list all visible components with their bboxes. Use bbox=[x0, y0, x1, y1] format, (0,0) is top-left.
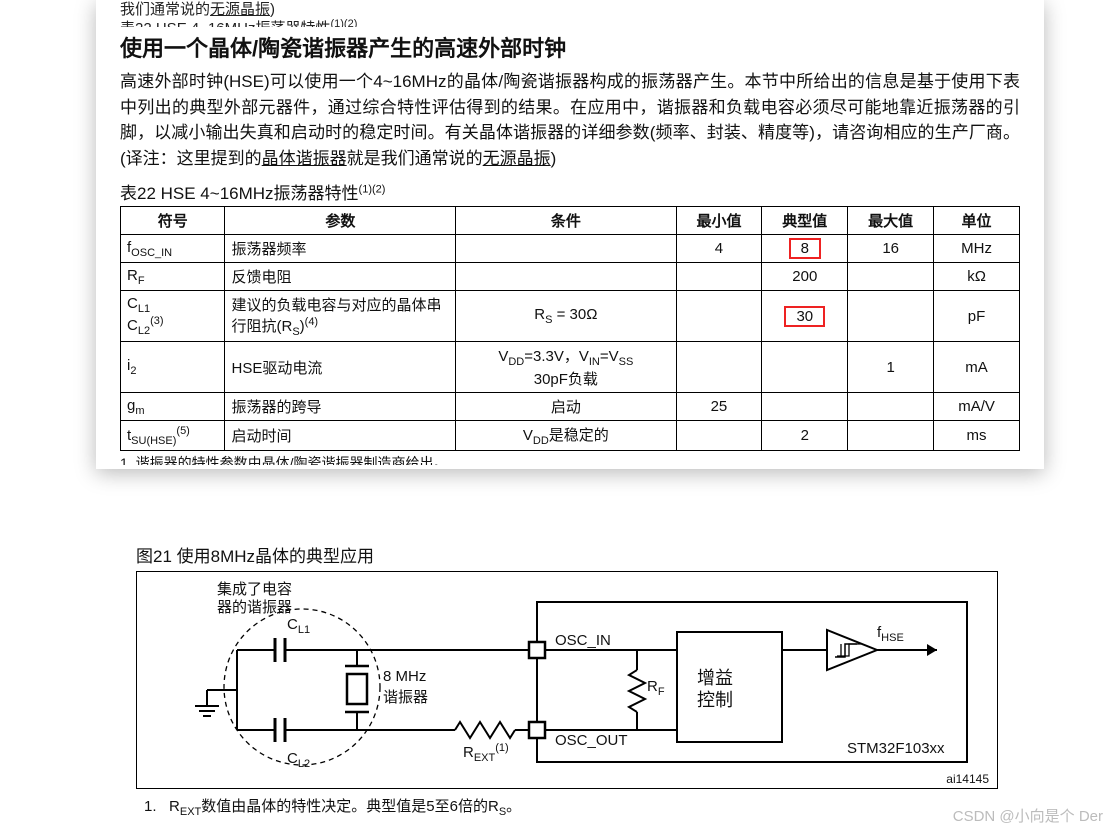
cell-cond bbox=[456, 263, 676, 291]
figure-section: 图21 使用8MHz晶体的典型应用 bbox=[130, 542, 1030, 818]
cutoff-note: 1. 谐振器的特性参数由晶体/陶瓷谐振器制造商给出。 bbox=[120, 453, 1020, 465]
peek-cap-text: 表22 HSE 4~16MHz振荡器特性 bbox=[120, 20, 330, 27]
watermark: CSDN @小向是个 Der bbox=[953, 805, 1103, 826]
note-num: 1. bbox=[144, 798, 157, 815]
label-osc-out: OSC_OUT bbox=[555, 732, 628, 749]
cell-min bbox=[676, 291, 762, 342]
cell-sym: fOSC_IN bbox=[121, 235, 225, 263]
label-rext: REXT(1) bbox=[463, 742, 509, 764]
cell-cond: VDD=3.3V，VIN=VSS30pF负载 bbox=[456, 342, 676, 393]
label-8mhz-1: 8 MHz bbox=[383, 668, 426, 685]
table-row: RF 反馈电阻 200 kΩ bbox=[121, 263, 1020, 291]
cell-param: 反馈电阻 bbox=[225, 263, 456, 291]
hdr-max: 最大值 bbox=[848, 207, 934, 235]
label-osc-in: OSC_IN bbox=[555, 632, 611, 649]
cell-min bbox=[676, 342, 762, 393]
body-paragraph: 高速外部时钟(HSE)可以使用一个4~16MHz的晶体/陶瓷谐振器构成的振荡器产… bbox=[120, 69, 1020, 171]
body-text-mid: 就是我们通常说的 bbox=[347, 149, 483, 168]
label-cl1: CL1 bbox=[287, 616, 310, 636]
table-caption-text: 表22 HSE 4~16MHz振荡器特性 bbox=[120, 184, 359, 203]
table-row: fOSC_IN 振荡器频率 4 8 16 MHz bbox=[121, 235, 1020, 263]
cell-typ: 2 bbox=[762, 421, 848, 451]
body-text-1: 高速外部时钟(HSE)可以使用一个4~16MHz的晶体/陶瓷谐振器构成的振荡器产… bbox=[120, 72, 1020, 168]
cell-unit: kΩ bbox=[934, 263, 1020, 291]
section-title: 使用一个晶体/陶瓷谐振器产生的高速外部时钟 bbox=[120, 31, 1020, 63]
peek-ul: 无源晶振 bbox=[210, 1, 270, 18]
cell-typ bbox=[762, 342, 848, 393]
cell-param: HSE驱动电流 bbox=[225, 342, 456, 393]
hdr-min: 最小值 bbox=[676, 207, 762, 235]
cell-cond: VDD是稳定的 bbox=[456, 421, 676, 451]
body-ul-1: 晶体谐振器 bbox=[262, 149, 347, 168]
cell-max bbox=[848, 421, 934, 451]
cell-sym: RF bbox=[121, 263, 225, 291]
cell-sym: tSU(HSE)(5) bbox=[121, 421, 225, 451]
label-8mhz-2: 谐振器 bbox=[383, 686, 428, 707]
cell-min bbox=[676, 263, 762, 291]
cell-min: 25 bbox=[676, 393, 762, 421]
datasheet-excerpt-upper: 我们通常说的无源晶振) 表22 HSE 4~16MHz振荡器特性(1)(2) 使… bbox=[96, 0, 1044, 469]
cell-max bbox=[848, 263, 934, 291]
peek-suffix: ) bbox=[270, 1, 275, 18]
note-text: REXT数值由晶体的特性决定。典型值是5至6倍的RS。 bbox=[169, 798, 521, 815]
body-ul-2: 无源晶振 bbox=[483, 149, 551, 168]
cell-unit: mA/V bbox=[934, 393, 1020, 421]
hdr-param: 参数 bbox=[225, 207, 456, 235]
hdr-symbol: 符号 bbox=[121, 207, 225, 235]
cell-param: 振荡器频率 bbox=[225, 235, 456, 263]
body-text-end: ) bbox=[551, 149, 557, 168]
cell-unit: mA bbox=[934, 342, 1020, 393]
table-row: CL1CL2(3) 建议的负载电容与对应的晶体串行阻抗(RS)(4) RS = … bbox=[121, 291, 1020, 342]
figure-note-1: 1. REXT数值由晶体的特性决定。典型值是5至6倍的RS。 bbox=[144, 795, 1030, 818]
peek-caption: 表22 HSE 4~16MHz振荡器特性(1)(2) bbox=[120, 17, 1020, 27]
cell-typ: 8 bbox=[762, 235, 848, 263]
table-row: i2 HSE驱动电流 VDD=3.3V，VIN=VSS30pF负载 1 mA bbox=[121, 342, 1020, 393]
label-cl2: CL2 bbox=[287, 750, 310, 770]
cell-unit: pF bbox=[934, 291, 1020, 342]
table-caption: 表22 HSE 4~16MHz振荡器特性(1)(2) bbox=[120, 179, 1020, 204]
cell-sym: i2 bbox=[121, 342, 225, 393]
hdr-typ: 典型值 bbox=[762, 207, 848, 235]
cell-max: 16 bbox=[848, 235, 934, 263]
hdr-cond: 条件 bbox=[456, 207, 676, 235]
label-fhse: fHSE bbox=[877, 624, 904, 644]
cell-unit: ms bbox=[934, 421, 1020, 451]
highlight-box: 30 bbox=[784, 306, 825, 327]
resonator-label-2: 器的谐振器 bbox=[217, 596, 292, 617]
cell-cond bbox=[456, 235, 676, 263]
label-ai-number: ai14145 bbox=[946, 772, 989, 786]
table-row: tSU(HSE)(5) 启动时间 VDD是稳定的 2 ms bbox=[121, 421, 1020, 451]
table-row: gm 振荡器的跨导 启动 25 mA/V bbox=[121, 393, 1020, 421]
label-rf: RF bbox=[647, 678, 665, 698]
cell-sym: CL1CL2(3) bbox=[121, 291, 225, 342]
cell-typ: 30 bbox=[762, 291, 848, 342]
label-gain-2: 控制 bbox=[697, 686, 733, 712]
cell-unit: MHz bbox=[934, 235, 1020, 263]
cell-max bbox=[848, 291, 934, 342]
cell-typ bbox=[762, 393, 848, 421]
label-chip: STM32F103xx bbox=[847, 740, 945, 757]
cell-min bbox=[676, 421, 762, 451]
highlight-box: 8 bbox=[789, 238, 821, 259]
hse-spec-table: 符号 参数 条件 最小值 典型值 最大值 单位 fOSC_IN 振荡器频率 4 … bbox=[120, 206, 1020, 451]
peek-prefix: 我们通常说的 bbox=[120, 1, 210, 18]
cell-max bbox=[848, 393, 934, 421]
figure-caption: 图21 使用8MHz晶体的典型应用 bbox=[136, 542, 1030, 567]
cell-max: 1 bbox=[848, 342, 934, 393]
cell-param: 振荡器的跨导 bbox=[225, 393, 456, 421]
table-header-row: 符号 参数 条件 最小值 典型值 最大值 单位 bbox=[121, 207, 1020, 235]
cell-cond: 启动 bbox=[456, 393, 676, 421]
cell-param: 启动时间 bbox=[225, 421, 456, 451]
cell-typ: 200 bbox=[762, 263, 848, 291]
cell-sym: gm bbox=[121, 393, 225, 421]
cell-cond: RS = 30Ω bbox=[456, 291, 676, 342]
cell-min: 4 bbox=[676, 235, 762, 263]
hdr-unit: 单位 bbox=[934, 207, 1020, 235]
cell-param: 建议的负载电容与对应的晶体串行阻抗(RS)(4) bbox=[225, 291, 456, 342]
figure-frame: 集成了电容 器的谐振器 CL1 CL2 8 MHz 谐振器 REXT(1) OS… bbox=[136, 571, 998, 789]
